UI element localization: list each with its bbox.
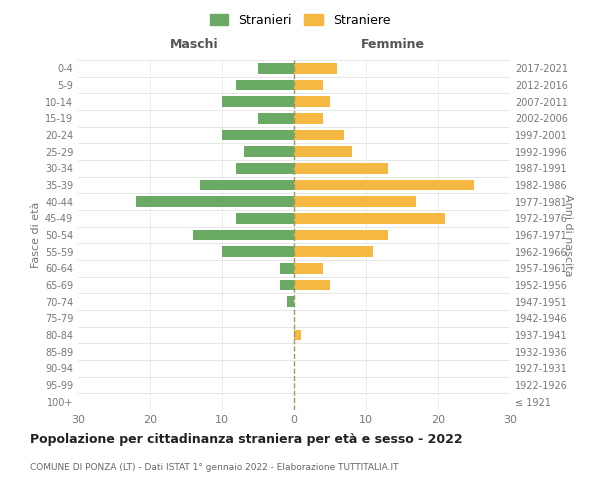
Bar (294, 113, 323, 124)
Bar (280, 263, 294, 274)
Bar (287, 296, 294, 307)
Bar (294, 246, 373, 257)
Bar (136, 196, 294, 207)
Bar (222, 246, 294, 257)
Bar (294, 213, 445, 224)
Bar (258, 63, 294, 74)
Bar (294, 163, 388, 174)
Bar (294, 80, 323, 90)
Bar (294, 263, 323, 274)
Bar (222, 130, 294, 140)
Bar (200, 180, 294, 190)
Bar (294, 130, 344, 140)
Bar (294, 196, 416, 207)
Text: Femmine: Femmine (361, 38, 425, 52)
Bar (294, 146, 352, 157)
Bar (244, 146, 294, 157)
Legend: Stranieri, Straniere: Stranieri, Straniere (205, 8, 395, 32)
Text: Popolazione per cittadinanza straniera per età e sesso - 2022: Popolazione per cittadinanza straniera p… (30, 432, 463, 446)
Y-axis label: Fasce di età: Fasce di età (31, 202, 41, 268)
Bar (236, 163, 294, 174)
Bar (193, 230, 294, 240)
Text: COMUNE DI PONZA (LT) - Dati ISTAT 1° gennaio 2022 - Elaborazione TUTTITALIA.IT: COMUNE DI PONZA (LT) - Dati ISTAT 1° gen… (30, 462, 398, 471)
Bar (294, 330, 301, 340)
Bar (236, 80, 294, 90)
Bar (294, 96, 330, 107)
Bar (294, 230, 388, 240)
Bar (236, 213, 294, 224)
Text: Maschi: Maschi (170, 38, 219, 52)
Bar (280, 280, 294, 290)
Bar (294, 63, 337, 74)
Bar (294, 180, 474, 190)
Y-axis label: Anni di nascita: Anni di nascita (563, 194, 574, 276)
Bar (294, 280, 330, 290)
Bar (258, 113, 294, 124)
Bar (222, 96, 294, 107)
